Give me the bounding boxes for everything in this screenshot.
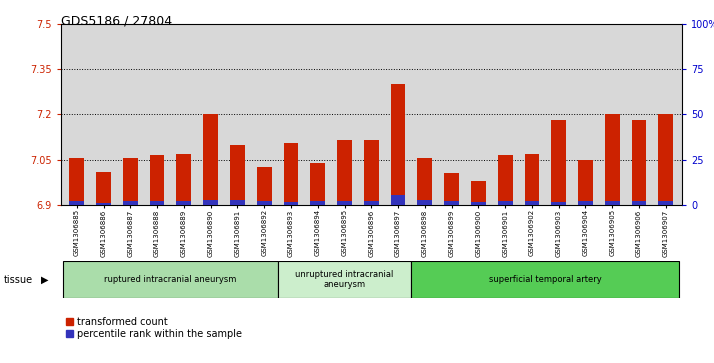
Bar bbox=[551, 121, 566, 205]
Bar bbox=[176, 200, 191, 205]
Bar bbox=[498, 155, 513, 205]
Bar bbox=[391, 195, 406, 205]
Bar bbox=[337, 200, 352, 205]
Bar bbox=[123, 201, 138, 205]
Bar bbox=[64, 261, 278, 298]
Text: ▶: ▶ bbox=[41, 274, 49, 285]
Bar bbox=[578, 201, 593, 205]
Bar bbox=[632, 121, 646, 205]
Bar bbox=[391, 84, 406, 205]
Bar bbox=[444, 174, 459, 205]
Bar bbox=[418, 158, 432, 205]
Bar bbox=[69, 158, 84, 205]
Bar bbox=[364, 201, 378, 205]
Bar bbox=[525, 201, 539, 205]
Bar bbox=[337, 140, 352, 205]
Bar bbox=[203, 114, 218, 205]
Bar bbox=[150, 201, 164, 205]
Bar bbox=[278, 261, 411, 298]
Bar bbox=[283, 143, 298, 205]
Bar bbox=[96, 172, 111, 205]
Bar bbox=[605, 201, 620, 205]
Bar bbox=[123, 158, 138, 205]
Bar bbox=[578, 160, 593, 205]
Bar bbox=[551, 202, 566, 205]
Bar bbox=[176, 154, 191, 205]
Bar bbox=[658, 201, 673, 205]
Legend: transformed count, percentile rank within the sample: transformed count, percentile rank withi… bbox=[66, 317, 242, 339]
Bar bbox=[96, 204, 111, 205]
Bar bbox=[444, 201, 459, 205]
Bar bbox=[411, 261, 679, 298]
Bar bbox=[257, 167, 271, 205]
Text: GDS5186 / 27804: GDS5186 / 27804 bbox=[61, 15, 172, 28]
Text: unruptured intracranial
aneurysm: unruptured intracranial aneurysm bbox=[296, 270, 393, 289]
Bar bbox=[230, 200, 245, 205]
Bar bbox=[658, 114, 673, 205]
Bar bbox=[203, 200, 218, 205]
Text: ruptured intracranial aneurysm: ruptured intracranial aneurysm bbox=[104, 275, 236, 284]
Bar bbox=[150, 155, 164, 205]
Bar bbox=[498, 201, 513, 205]
Bar bbox=[283, 202, 298, 205]
Bar bbox=[257, 201, 271, 205]
Bar bbox=[364, 140, 378, 205]
Bar bbox=[632, 201, 646, 205]
Bar bbox=[230, 144, 245, 205]
Bar bbox=[605, 114, 620, 205]
Bar bbox=[525, 154, 539, 205]
Bar bbox=[471, 202, 486, 205]
Bar bbox=[418, 200, 432, 205]
Bar bbox=[69, 201, 84, 205]
Text: tissue: tissue bbox=[4, 274, 33, 285]
Text: superficial temporal artery: superficial temporal artery bbox=[489, 275, 602, 284]
Bar bbox=[471, 181, 486, 205]
Bar bbox=[311, 201, 325, 205]
Bar bbox=[311, 163, 325, 205]
